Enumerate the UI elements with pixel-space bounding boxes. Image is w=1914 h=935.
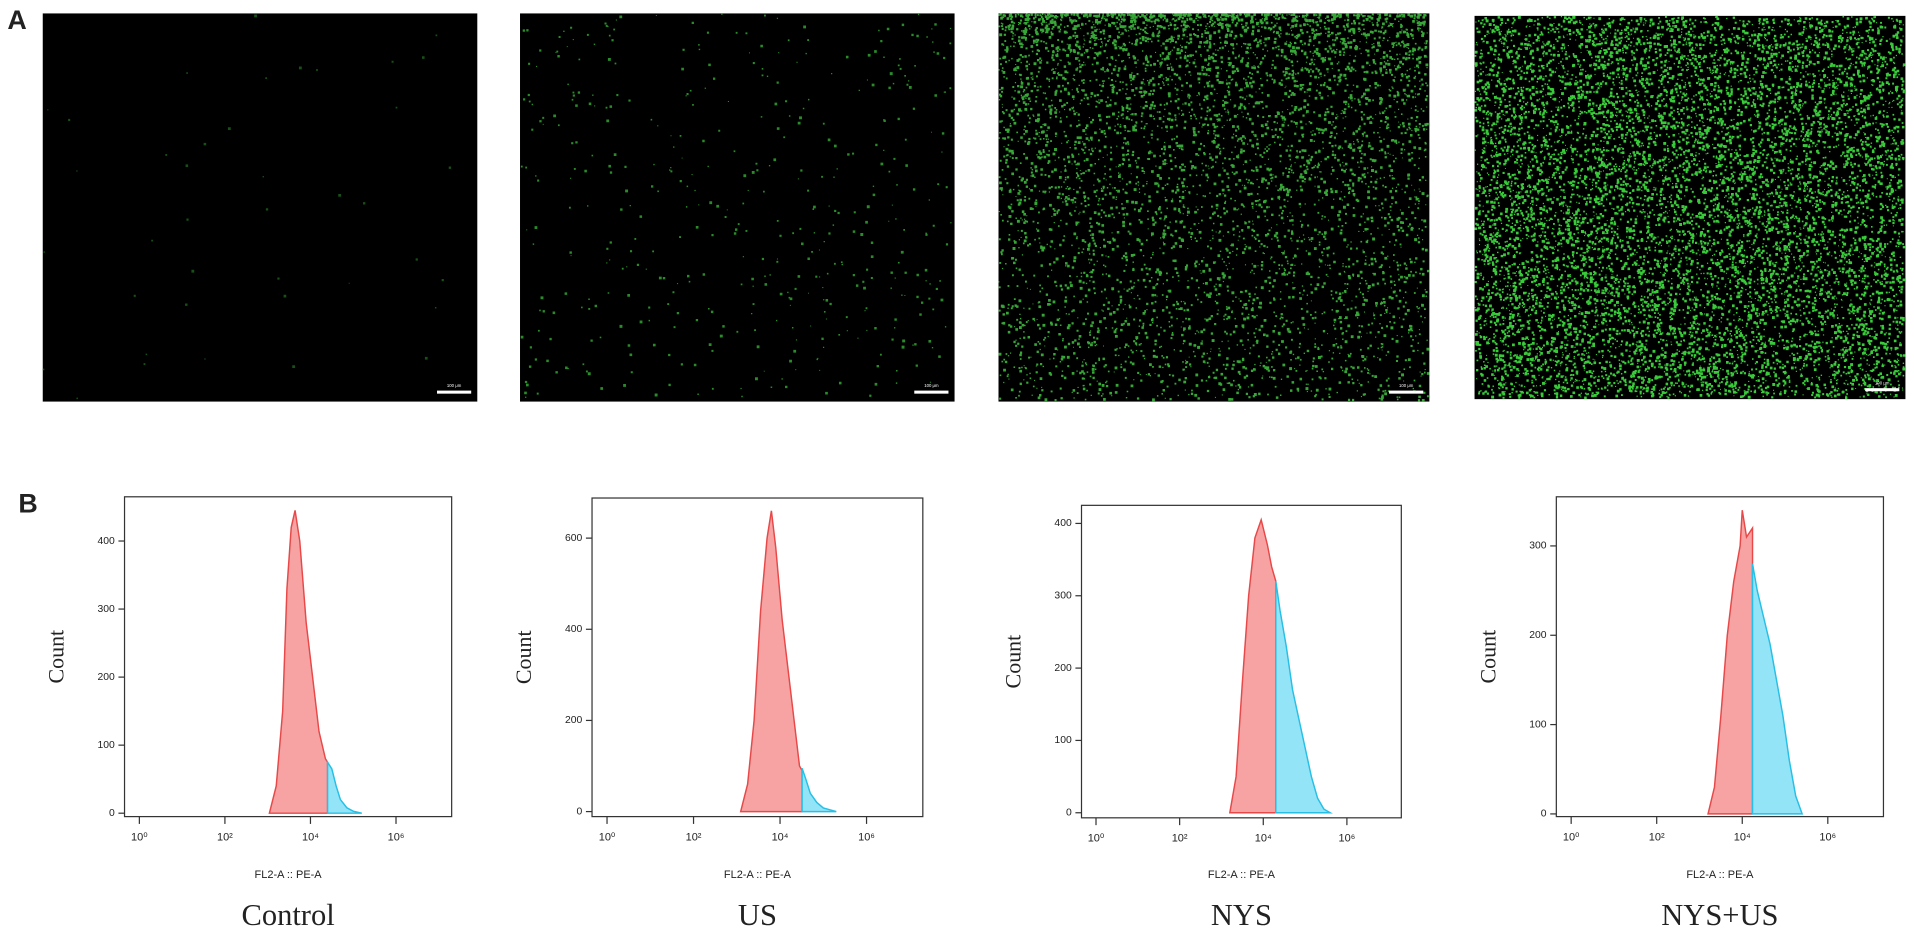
x-tick-label: 10⁶ xyxy=(1339,832,1356,844)
y-tick-label: 200 xyxy=(1054,663,1072,674)
y-tick-label: 100 xyxy=(1054,735,1072,746)
y-tick-label: 400 xyxy=(1054,518,1072,529)
caption: US xyxy=(738,898,777,932)
x-tick-label: 10⁴ xyxy=(302,831,319,843)
caption: NYS xyxy=(1211,898,1272,932)
x-tick-label: 10⁶ xyxy=(1819,831,1836,843)
micrograph xyxy=(1474,15,1906,400)
micrograph xyxy=(42,13,478,402)
x-tick-label: 10⁴ xyxy=(1734,831,1751,843)
y-tick-label: 300 xyxy=(1529,541,1547,552)
y-tick-label: 100 xyxy=(97,740,115,751)
fluorescence-dots xyxy=(1474,15,1906,400)
y-axis-label: Count xyxy=(1001,635,1026,689)
panel-label: B xyxy=(18,488,37,518)
x-tick-label: 10² xyxy=(1172,832,1188,844)
y-tick-label: 100 xyxy=(1529,719,1547,730)
x-axis-label: FL2-A :: PE-A xyxy=(724,869,792,881)
x-tick-label: 10² xyxy=(686,831,702,843)
y-tick-label: 0 xyxy=(1541,809,1547,820)
x-axis-label: FL2-A :: PE-A xyxy=(1208,869,1276,881)
x-tick-label: 10² xyxy=(217,831,233,843)
caption: NYS+US xyxy=(1661,898,1778,932)
y-tick-label: 600 xyxy=(565,533,583,544)
y-tick-label: 200 xyxy=(1529,630,1547,641)
scale-bar-label: 100 μm xyxy=(1399,383,1414,388)
y-tick-label: 300 xyxy=(1054,590,1072,601)
y-axis-label: Count xyxy=(1475,630,1500,684)
histogram-area xyxy=(1751,563,1804,815)
histogram-area xyxy=(1275,581,1333,814)
y-tick-label: 200 xyxy=(565,715,583,726)
y-tick-label: 300 xyxy=(97,604,115,615)
x-axis-label: FL2-A :: PE-A xyxy=(1686,869,1754,881)
y-tick-label: 0 xyxy=(1066,807,1072,818)
caption: Control xyxy=(241,898,334,932)
y-axis-label: Count xyxy=(44,630,69,684)
y-tick-label: 0 xyxy=(577,806,583,817)
y-tick-label: 0 xyxy=(109,808,115,819)
x-tick-label: 10² xyxy=(1649,831,1665,843)
scale-bar-label: 100 μm xyxy=(447,383,462,388)
y-tick-label: 400 xyxy=(565,624,583,635)
x-tick-label: 10⁴ xyxy=(772,831,789,843)
scale-bar-label: 100 μm xyxy=(924,383,939,388)
x-tick-label: 10⁰ xyxy=(599,831,616,843)
micrograph xyxy=(520,13,955,402)
x-axis-label: FL2-A :: PE-A xyxy=(255,869,323,881)
scale-bar xyxy=(1389,390,1424,394)
histogram-area xyxy=(801,768,837,813)
y-tick-label: 400 xyxy=(97,536,115,547)
y-tick-label: 200 xyxy=(97,672,115,683)
x-tick-label: 10⁶ xyxy=(858,831,875,843)
x-tick-label: 10⁰ xyxy=(1088,832,1105,844)
fluorescence-dots xyxy=(998,13,1430,402)
scale-bar xyxy=(914,390,949,394)
y-axis-label: Count xyxy=(511,630,536,684)
x-tick-label: 10⁶ xyxy=(388,831,405,843)
scale-bar xyxy=(437,390,472,394)
scale-bar-label: 100 μm xyxy=(1875,380,1890,385)
x-tick-label: 10⁰ xyxy=(131,831,148,843)
panel-label: A xyxy=(7,5,26,35)
x-tick-label: 10⁰ xyxy=(1563,831,1580,843)
x-tick-label: 10⁴ xyxy=(1255,832,1272,844)
histogram-area xyxy=(326,759,362,814)
scale-bar xyxy=(1865,388,1900,392)
